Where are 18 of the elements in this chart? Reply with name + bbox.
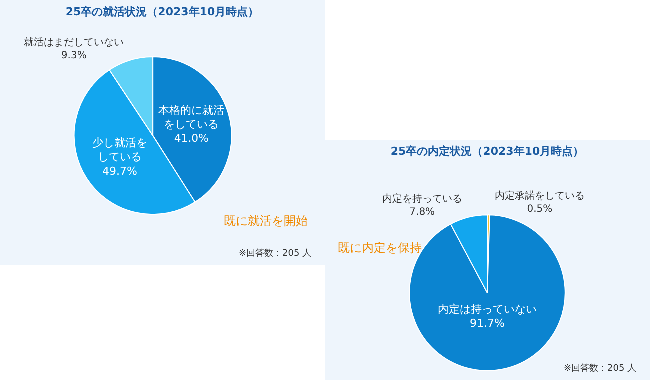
text: 既に就活を開始 [224, 214, 308, 228]
chart-title: 25卒の就活状況（2023年10月時点） [66, 6, 260, 19]
slice-label: 内定は持っていない [438, 302, 537, 316]
text: ※回答数：205 人 [239, 248, 312, 259]
slice-label: 内定を持っている [382, 193, 462, 206]
slice-label: 就活はまだしていない [24, 36, 124, 48]
text: ※回答数：205 人 [564, 363, 637, 374]
text: 既に内定を保持 [338, 241, 422, 255]
data-label: 91.7% [470, 317, 505, 330]
slice-label: 少し就活をしている [92, 136, 148, 164]
slice-label: 内定承諾をしている [494, 190, 585, 202]
data-label: 7.8% [410, 207, 436, 218]
data-label: 49.7% [102, 165, 138, 178]
data-label: 9.3% [61, 50, 87, 62]
data-label: 0.5% [527, 204, 553, 216]
slice-label: 本格的に就活をしている [158, 104, 225, 132]
data-label: 41.0% [174, 132, 209, 146]
chart-title: 25卒の内定状況（2023年10月時点） [390, 144, 584, 158]
